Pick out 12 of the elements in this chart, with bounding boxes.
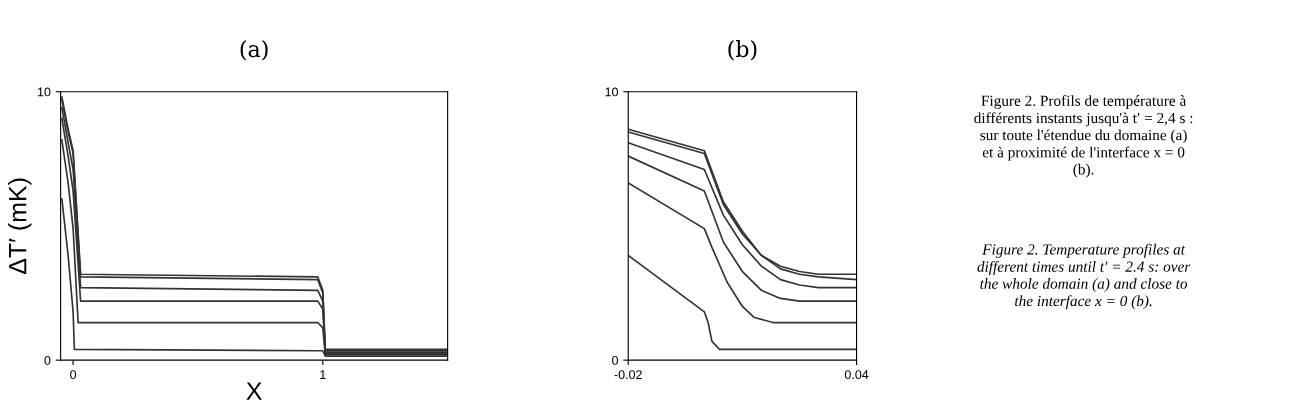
x-tick-label: -0.02 [614,370,642,380]
chart-title: (a) [240,40,268,61]
x-tick-label: 0.04 [844,370,869,380]
y-tick-label: 10 [37,87,51,97]
caption: Figure 2. Temperature profiles at different times until t′ = 2.4 s: over the whole domain (a) and close to the interface x = 0 (b). [977,243,1191,310]
x-tick-label: 0 [70,370,77,380]
y-tick-label: 10 [605,87,619,97]
x-tick-label: 1 [320,370,326,379]
caption: Figure 2. Profils de température à différents instants jusqu'à t′ = 2,4 s : sur toute l'étendue du domaine (a) et à proximité de l'interface x = 0 (b). [974,94,1193,178]
chart-title: (b) [728,40,757,61]
x-axis-title: X [246,382,262,400]
y-axis-title: ΔT′ (mK) [8,178,32,275]
